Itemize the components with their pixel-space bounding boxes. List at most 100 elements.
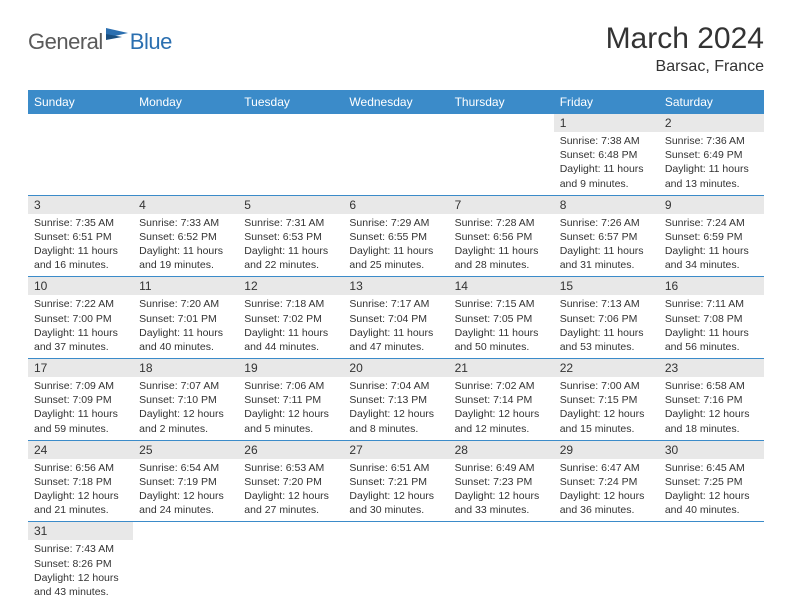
calendar-cell [238, 114, 343, 195]
sunset-text: Sunset: 7:21 PM [349, 475, 442, 489]
day-body: Sunrise: 6:58 AMSunset: 7:16 PMDaylight:… [659, 377, 764, 440]
sunset-text: Sunset: 6:56 PM [455, 230, 548, 244]
day-number: 23 [659, 359, 764, 377]
daylight-text: Daylight: 12 hours and 21 minutes. [34, 489, 127, 517]
calendar-cell: 2Sunrise: 7:36 AMSunset: 6:49 PMDaylight… [659, 114, 764, 195]
flag-icon [106, 28, 128, 49]
calendar-row: 1Sunrise: 7:38 AMSunset: 6:48 PMDaylight… [28, 114, 764, 195]
day-body: Sunrise: 7:35 AMSunset: 6:51 PMDaylight:… [28, 214, 133, 277]
day-number: 4 [133, 196, 238, 214]
calendar-row: 17Sunrise: 7:09 AMSunset: 7:09 PMDayligh… [28, 359, 764, 441]
sunrise-text: Sunrise: 6:53 AM [244, 461, 337, 475]
daylight-text: Daylight: 12 hours and 27 minutes. [244, 489, 337, 517]
calendar-cell [659, 522, 764, 603]
day-body: Sunrise: 6:56 AMSunset: 7:18 PMDaylight:… [28, 459, 133, 522]
calendar-cell: 9Sunrise: 7:24 AMSunset: 6:59 PMDaylight… [659, 195, 764, 277]
sunrise-text: Sunrise: 7:20 AM [139, 297, 232, 311]
day-number: 13 [343, 277, 448, 295]
daylight-text: Daylight: 11 hours and 40 minutes. [139, 326, 232, 354]
day-number: 6 [343, 196, 448, 214]
sunset-text: Sunset: 8:26 PM [34, 557, 127, 571]
calendar-row: 24Sunrise: 6:56 AMSunset: 7:18 PMDayligh… [28, 440, 764, 522]
calendar-cell: 30Sunrise: 6:45 AMSunset: 7:25 PMDayligh… [659, 440, 764, 522]
calendar-cell: 13Sunrise: 7:17 AMSunset: 7:04 PMDayligh… [343, 277, 448, 359]
page-title: March 2024 [606, 22, 764, 56]
day-header: Tuesday [238, 90, 343, 114]
sunrise-text: Sunrise: 7:36 AM [665, 134, 758, 148]
daylight-text: Daylight: 11 hours and 53 minutes. [560, 326, 653, 354]
calendar-body: 1Sunrise: 7:38 AMSunset: 6:48 PMDaylight… [28, 114, 764, 603]
daylight-text: Daylight: 11 hours and 56 minutes. [665, 326, 758, 354]
day-number: 7 [449, 196, 554, 214]
day-header: Thursday [449, 90, 554, 114]
sunset-text: Sunset: 6:59 PM [665, 230, 758, 244]
daylight-text: Daylight: 11 hours and 50 minutes. [455, 326, 548, 354]
daylight-text: Daylight: 12 hours and 33 minutes. [455, 489, 548, 517]
calendar-row: 10Sunrise: 7:22 AMSunset: 7:00 PMDayligh… [28, 277, 764, 359]
calendar-cell: 31Sunrise: 7:43 AMSunset: 8:26 PMDayligh… [28, 522, 133, 603]
daylight-text: Daylight: 12 hours and 30 minutes. [349, 489, 442, 517]
daylight-text: Daylight: 12 hours and 36 minutes. [560, 489, 653, 517]
day-body: Sunrise: 6:47 AMSunset: 7:24 PMDaylight:… [554, 459, 659, 522]
day-number: 19 [238, 359, 343, 377]
sunset-text: Sunset: 7:18 PM [34, 475, 127, 489]
daylight-text: Daylight: 11 hours and 9 minutes. [560, 162, 653, 190]
sunrise-text: Sunrise: 6:45 AM [665, 461, 758, 475]
sunrise-text: Sunrise: 6:51 AM [349, 461, 442, 475]
sunrise-text: Sunrise: 7:18 AM [244, 297, 337, 311]
calendar-cell: 7Sunrise: 7:28 AMSunset: 6:56 PMDaylight… [449, 195, 554, 277]
daylight-text: Daylight: 12 hours and 15 minutes. [560, 407, 653, 435]
sunset-text: Sunset: 7:15 PM [560, 393, 653, 407]
day-body: Sunrise: 7:29 AMSunset: 6:55 PMDaylight:… [343, 214, 448, 277]
daylight-text: Daylight: 11 hours and 28 minutes. [455, 244, 548, 272]
calendar-cell: 5Sunrise: 7:31 AMSunset: 6:53 PMDaylight… [238, 195, 343, 277]
calendar-cell: 12Sunrise: 7:18 AMSunset: 7:02 PMDayligh… [238, 277, 343, 359]
sunrise-text: Sunrise: 7:04 AM [349, 379, 442, 393]
daylight-text: Daylight: 11 hours and 31 minutes. [560, 244, 653, 272]
day-number: 28 [449, 441, 554, 459]
day-number: 20 [343, 359, 448, 377]
day-number: 11 [133, 277, 238, 295]
day-body: Sunrise: 7:06 AMSunset: 7:11 PMDaylight:… [238, 377, 343, 440]
day-header: Monday [133, 90, 238, 114]
page-subtitle: Barsac, France [606, 58, 764, 76]
day-body: Sunrise: 6:49 AMSunset: 7:23 PMDaylight:… [449, 459, 554, 522]
calendar-cell: 22Sunrise: 7:00 AMSunset: 7:15 PMDayligh… [554, 359, 659, 441]
sunrise-text: Sunrise: 6:49 AM [455, 461, 548, 475]
day-header: Saturday [659, 90, 764, 114]
day-body: Sunrise: 7:00 AMSunset: 7:15 PMDaylight:… [554, 377, 659, 440]
day-number: 18 [133, 359, 238, 377]
calendar-cell: 16Sunrise: 7:11 AMSunset: 7:08 PMDayligh… [659, 277, 764, 359]
day-body: Sunrise: 7:24 AMSunset: 6:59 PMDaylight:… [659, 214, 764, 277]
sunrise-text: Sunrise: 7:11 AM [665, 297, 758, 311]
sunrise-text: Sunrise: 6:58 AM [665, 379, 758, 393]
day-number: 5 [238, 196, 343, 214]
daylight-text: Daylight: 11 hours and 44 minutes. [244, 326, 337, 354]
day-body: Sunrise: 7:20 AMSunset: 7:01 PMDaylight:… [133, 295, 238, 358]
daylight-text: Daylight: 11 hours and 16 minutes. [34, 244, 127, 272]
day-number: 14 [449, 277, 554, 295]
sunrise-text: Sunrise: 7:24 AM [665, 216, 758, 230]
daylight-text: Daylight: 11 hours and 25 minutes. [349, 244, 442, 272]
daylight-text: Daylight: 12 hours and 12 minutes. [455, 407, 548, 435]
sunrise-text: Sunrise: 7:00 AM [560, 379, 653, 393]
page: General Blue March 2024 Barsac, France S… [0, 0, 792, 603]
day-number: 16 [659, 277, 764, 295]
calendar-cell [449, 522, 554, 603]
calendar-cell [554, 522, 659, 603]
daylight-text: Daylight: 12 hours and 8 minutes. [349, 407, 442, 435]
sunrise-text: Sunrise: 7:22 AM [34, 297, 127, 311]
day-body: Sunrise: 7:38 AMSunset: 6:48 PMDaylight:… [554, 132, 659, 195]
day-number: 22 [554, 359, 659, 377]
sunrise-text: Sunrise: 7:38 AM [560, 134, 653, 148]
calendar-cell: 24Sunrise: 6:56 AMSunset: 7:18 PMDayligh… [28, 440, 133, 522]
day-header: Sunday [28, 90, 133, 114]
calendar-cell [343, 114, 448, 195]
daylight-text: Daylight: 12 hours and 24 minutes. [139, 489, 232, 517]
day-body: Sunrise: 7:36 AMSunset: 6:49 PMDaylight:… [659, 132, 764, 195]
calendar-cell: 28Sunrise: 6:49 AMSunset: 7:23 PMDayligh… [449, 440, 554, 522]
sunrise-text: Sunrise: 7:15 AM [455, 297, 548, 311]
calendar-cell: 23Sunrise: 6:58 AMSunset: 7:16 PMDayligh… [659, 359, 764, 441]
calendar-cell [133, 114, 238, 195]
sunrise-text: Sunrise: 7:13 AM [560, 297, 653, 311]
